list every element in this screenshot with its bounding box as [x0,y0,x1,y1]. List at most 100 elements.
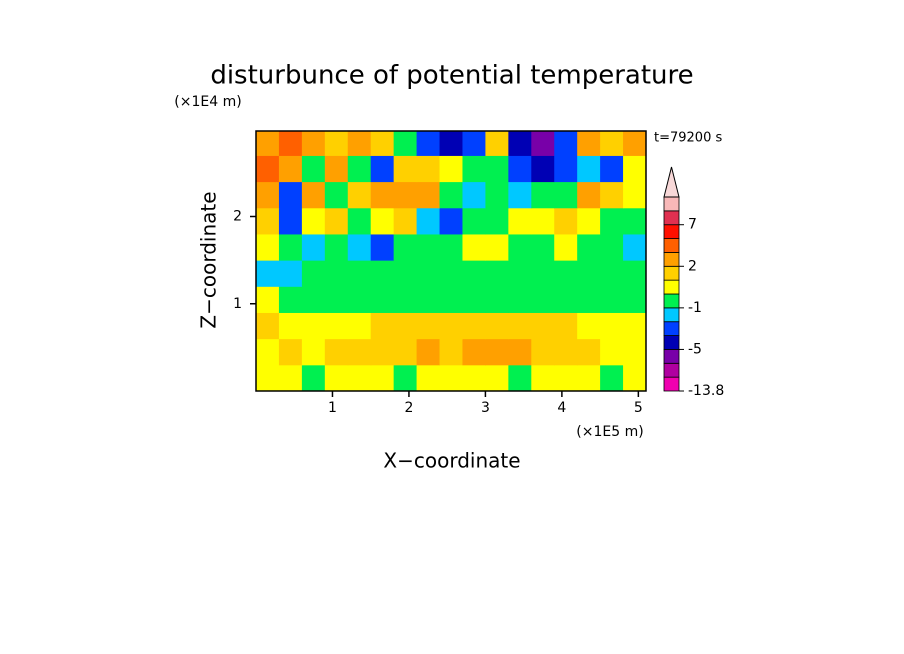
plot-frame [255,130,647,392]
field-cell [485,233,509,261]
field-cell [278,131,303,156]
field-cell [485,338,509,366]
field-cell [462,260,486,287]
field-cell [554,181,578,209]
field-cell [554,338,578,366]
field-cell [462,286,486,313]
field-cell [301,260,326,287]
field-cell [256,207,280,235]
field-cell [600,286,624,313]
field-cell [485,312,509,340]
field-cell [347,181,372,209]
field-cell [370,364,395,391]
field-cell [577,260,601,287]
field-cell [554,312,578,340]
field-cell [324,207,349,235]
chart-title: disturbunce of potential temperature [210,61,693,91]
field-cell [531,181,555,209]
field-cell [462,233,486,261]
field-cell [347,286,372,313]
field-cell [278,181,303,209]
colorbar-cell [663,293,680,309]
field-cell [416,364,441,391]
field-cell [485,181,509,209]
field-cell [439,364,463,391]
field-cell [462,155,486,183]
colorbar-cell [663,265,680,281]
field-cell [508,338,532,366]
field-cell [393,364,418,391]
field-cell [439,155,463,183]
field-cell [600,131,624,156]
field-cell [370,338,395,366]
field-cell [439,207,463,235]
field-cell [508,286,532,313]
field-cell [485,207,509,235]
field-cell [623,131,646,156]
field-cell [324,286,349,313]
field-cell [301,338,326,366]
field-cell [623,338,646,366]
x-axis-label: X−coordinate [383,449,520,473]
field-cell [256,131,280,156]
field-cell [531,207,555,235]
field-cell [554,260,578,287]
field-cell [278,364,303,391]
field-cell [623,286,646,313]
colorbar-cell [663,252,680,267]
field-cell [439,286,463,313]
field-cell [324,181,349,209]
y-tick-label: 2 [233,209,242,225]
field-cell [439,312,463,340]
field-cell [278,260,303,287]
x-tick-label: 5 [634,400,643,416]
colorbar-arrow [663,166,680,198]
field-cell [301,312,326,340]
field [256,131,646,391]
field-cell [347,364,372,391]
field-cell [531,233,555,261]
field-cell [485,364,509,391]
field-cell [623,312,646,340]
field-cell [370,207,395,235]
field-cell [416,260,441,287]
field-cell [416,286,441,313]
field-cell [301,181,326,209]
field-cell [278,155,303,183]
field-cell [531,155,555,183]
field-cell [577,338,601,366]
field-cell [577,131,601,156]
colorbar-cell [663,210,680,226]
field-cell [347,155,372,183]
field-cell [485,286,509,313]
field-cell [462,207,486,235]
field-cell [531,338,555,366]
field-cell [623,207,646,235]
field-cell [370,312,395,340]
field-cell [600,260,624,287]
field-cell [370,131,395,156]
field-cell [301,233,326,261]
colorbar-label: -13.8 [688,383,724,399]
field-cell [439,260,463,287]
field-cell [577,233,601,261]
colorbar-cell [663,307,680,323]
y-axis-label: Z−coordinate [197,191,221,328]
colorbar-label: -5 [688,341,702,357]
field-cell [623,233,646,261]
field-cell [439,131,463,156]
field-cell [508,131,532,156]
field-cell [508,233,532,261]
colorbar-cell [663,196,680,212]
field-cell [485,260,509,287]
colorbar-cell [663,321,680,336]
field-cell [416,155,441,183]
field-cell [416,312,441,340]
x-tick-label: 2 [404,400,413,416]
field-cell [508,181,532,209]
field-cell [508,312,532,340]
field-cell [462,338,486,366]
field-cell [439,181,463,209]
field-cell [324,131,349,156]
